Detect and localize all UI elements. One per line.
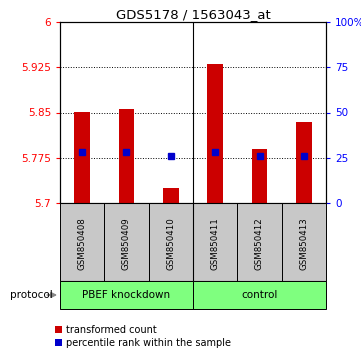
- Bar: [208, 64, 223, 203]
- Bar: [104, 203, 149, 281]
- Bar: [252, 149, 267, 203]
- Bar: [163, 188, 179, 203]
- Bar: [60, 281, 193, 309]
- Title: GDS5178 / 1563043_at: GDS5178 / 1563043_at: [116, 8, 270, 21]
- Text: control: control: [241, 290, 278, 300]
- Text: GSM850411: GSM850411: [211, 217, 219, 270]
- Text: GSM850408: GSM850408: [78, 217, 87, 270]
- Text: PBEF knockdown: PBEF knockdown: [82, 290, 170, 300]
- Bar: [74, 113, 90, 203]
- Text: GSM850413: GSM850413: [299, 217, 308, 270]
- Bar: [193, 281, 326, 309]
- Text: protocol: protocol: [10, 290, 53, 300]
- Bar: [296, 121, 312, 203]
- Bar: [149, 203, 193, 281]
- Legend: transformed count, percentile rank within the sample: transformed count, percentile rank withi…: [54, 324, 232, 349]
- Bar: [282, 203, 326, 281]
- Bar: [237, 203, 282, 281]
- Text: GSM850409: GSM850409: [122, 217, 131, 270]
- Bar: [119, 109, 134, 203]
- Bar: [193, 203, 237, 281]
- Text: GSM850412: GSM850412: [255, 217, 264, 270]
- Bar: [60, 203, 104, 281]
- Text: GSM850410: GSM850410: [166, 217, 175, 270]
